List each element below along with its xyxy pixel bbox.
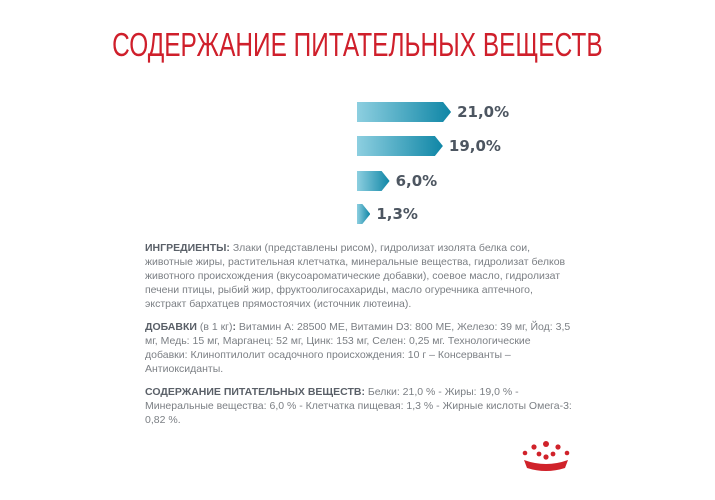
royal-canin-crown-logo xyxy=(522,441,570,471)
additives-paragraph: ДОБАВКИ (в 1 кг): Витамин А: 28500 МЕ, В… xyxy=(145,320,573,376)
page-title-text: СОДЕРЖАНИЕ ПИТАТЕЛЬНЫХ ВЕЩЕСТВ xyxy=(112,26,603,63)
bar xyxy=(357,102,451,122)
nutrients-text: Белки: 21,0 % - Жиры: 19,0 % - Минеральн… xyxy=(145,386,572,426)
value-label: 6,0% xyxy=(395,172,438,190)
bar xyxy=(357,171,390,191)
ingredients-paragraph: ИНГРЕДИЕНТЫ: Злаки (представлены рисом),… xyxy=(145,241,573,311)
page-title: СОДЕРЖАНИЕ ПИТАТЕЛЬНЫХ ВЕЩЕСТВ xyxy=(0,26,715,64)
value-label: 21,0% xyxy=(457,103,510,121)
nutrients-heading: СОДЕРЖАНИЕ ПИТАТЕЛЬНЫХ ВЕЩЕСТВ: xyxy=(145,386,365,398)
ingredients-heading: ИНГРЕДИЕНТЫ: xyxy=(145,242,230,254)
value-label: 19,0% xyxy=(448,137,501,155)
ingredients-text: Злаки (представлены рисом), гидролизат и… xyxy=(145,242,566,310)
additives-colon: : xyxy=(232,321,237,333)
additives-text: Витамин А: 28500 МЕ, Витамин D3: 800 МЕ,… xyxy=(145,321,571,375)
additives-sub: (в 1 кг) xyxy=(196,321,233,333)
bar xyxy=(357,204,370,224)
value-label: 1,3% xyxy=(376,205,418,223)
nutrients-paragraph: СОДЕРЖАНИЕ ПИТАТЕЛЬНЫХ ВЕЩЕСТВ: Белки: 2… xyxy=(145,385,573,427)
additives-heading: ДОБАВКИ xyxy=(145,321,197,333)
composition-text-block: ИНГРЕДИЕНТЫ: Злаки (представлены рисом),… xyxy=(145,241,573,436)
bar xyxy=(357,136,443,156)
